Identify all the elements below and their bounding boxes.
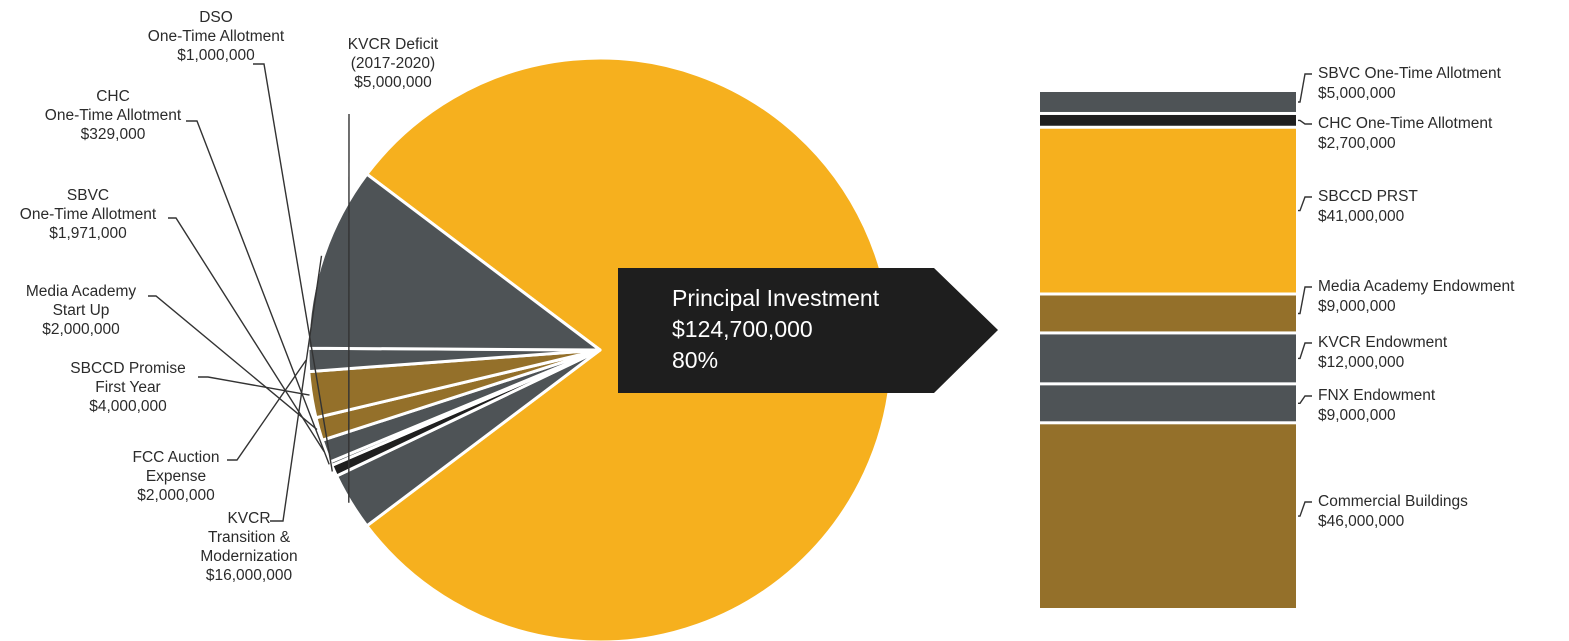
bar-label-line: $2,700,000: [1318, 135, 1396, 152]
bar-labels: SBVC One-Time Allotment $5,000,000 CHC One…: [1298, 65, 1515, 530]
bar-label-media-academy-endowment: Media Academy Endowment $9,000,000: [1298, 278, 1515, 315]
bar-leader-line: [1298, 196, 1312, 212]
bar-label-line: $41,000,000: [1318, 208, 1405, 225]
pie-chart: [306, 56, 894, 641]
pie-label-kvcr-deficit-2017-2020: KVCR Deficit (2017-2020) $5,000,000: [348, 36, 439, 503]
bar-leader-line: [1298, 286, 1312, 315]
pie-label-line: $4,000,000: [89, 398, 167, 415]
pie-label-line: KVCR Deficit: [348, 36, 439, 53]
pie-label-line: (2017-2020): [351, 55, 435, 72]
pie-leader-line: [198, 376, 310, 396]
pie-label-line: SBCCD Promise: [70, 360, 185, 377]
bar-label-fnx-endowment: FNX Endowment $9,000,000: [1298, 387, 1436, 424]
principal-investment-callout: Principal Investment $124,700,000 80%: [618, 268, 998, 393]
pie-label-line: Modernization: [200, 548, 297, 565]
pie-label-line: $1,971,000: [49, 225, 127, 242]
bar-segment-fnx-endowment: [1040, 385, 1296, 422]
bar-label-line: $9,000,000: [1318, 298, 1396, 315]
pie-label-line: First Year: [95, 379, 160, 396]
bar-segment-sbccd-prst: [1040, 128, 1296, 293]
pie-label-line: $329,000: [81, 126, 146, 143]
bar-label-line: $9,000,000: [1318, 407, 1396, 424]
pie-label-line: $5,000,000: [354, 74, 432, 91]
pie-label-fcc-auction-expense: FCC Auction Expense $2,000,000: [132, 359, 307, 504]
pie-label-line: DSO: [199, 9, 233, 26]
pie-label-sbvc-one-time-allotment: SBVC One-Time Allotment $1,971,000: [20, 187, 325, 453]
bar-label-line: FNX Endowment: [1318, 387, 1436, 404]
bar-label-sbvc-one-time-allotment: SBVC One-Time Allotment $5,000,000: [1298, 65, 1502, 103]
bar-leader-line: [1298, 395, 1312, 404]
pie-label-line: $16,000,000: [206, 567, 293, 584]
bar-label-line: SBVC One-Time Allotment: [1318, 65, 1502, 82]
pie-leader-line: [186, 120, 330, 465]
bar-leader-line: [1298, 119, 1312, 125]
pie-label-line: Start Up: [53, 302, 110, 319]
bar-leader-line: [1298, 73, 1312, 103]
pie-label-line: SBVC: [67, 187, 109, 204]
callout-line-3: 80%: [672, 347, 718, 373]
pie-label-line: One-Time Allotment: [148, 28, 285, 45]
bar-segment-chc-one-time-allotment: [1040, 114, 1296, 126]
pie-labels: KVCR Deficit (2017-2020) $5,000,000 DSO One-…: [20, 9, 439, 584]
bar-label-line: $5,000,000: [1318, 85, 1396, 102]
pie-leader-line: [227, 359, 307, 461]
bar-label-line: CHC One-Time Allotment: [1318, 115, 1493, 132]
bar-label-line: Commercial Buildings: [1318, 493, 1468, 510]
bar-label-line: SBCCD PRST: [1318, 188, 1418, 205]
pie-label-line: Expense: [146, 468, 206, 485]
bar-segment-media-academy-endowment: [1040, 295, 1296, 332]
pie-label-line: One-Time Allotment: [20, 206, 157, 223]
bar-label-line: $46,000,000: [1318, 513, 1405, 530]
pie-leader-line: [270, 255, 323, 522]
callout-line-2: $124,700,000: [672, 316, 813, 342]
pie-label-line: FCC Auction: [132, 449, 219, 466]
pie-label-dso-one-time-allotment: DSO One-Time Allotment $1,000,000: [148, 9, 333, 472]
pie-label-chc-one-time-allotment: CHC One-Time Allotment $329,000: [45, 88, 330, 465]
bar-label-line: $12,000,000: [1318, 354, 1405, 371]
pie-label-sbccd-promise-first-year: SBCCD Promise First Year $4,000,000: [70, 360, 310, 415]
pie-label-line: $2,000,000: [137, 487, 215, 504]
pie-label-line: $2,000,000: [42, 321, 120, 338]
bar-label-line: Media Academy Endowment: [1318, 278, 1515, 295]
pie-label-line: One-Time Allotment: [45, 107, 182, 124]
bar-leader-line: [1298, 501, 1312, 517]
bar-segment-commercial-buildings: [1040, 424, 1296, 608]
bar-label-commercial-buildings: Commercial Buildings $46,000,000: [1298, 493, 1468, 530]
pie-label-kvcr-transition-modernization: KVCR Transition & Modernization $16,000,000: [200, 255, 323, 584]
bar-label-sbccd-prst: SBCCD PRST $41,000,000: [1298, 188, 1418, 225]
pie-leader-line: [168, 217, 325, 453]
callout-line-1: Principal Investment: [672, 285, 880, 311]
callout-arrow-shape: [618, 268, 998, 393]
bar-label-line: KVCR Endowment: [1318, 334, 1448, 351]
pie-label-line: Media Academy: [26, 283, 137, 300]
stacked-bar-chart: [1040, 92, 1296, 608]
pie-label-media-academy-start-up: Media Academy Start Up $2,000,000: [26, 283, 318, 431]
pie-label-line: CHC: [96, 88, 130, 105]
bar-segment-sbvc-one-time-allotment: [1040, 92, 1296, 112]
pie-label-line: $1,000,000: [177, 47, 255, 64]
bar-leader-line: [1298, 342, 1312, 360]
bar-label-chc-one-time-allotment: CHC One-Time Allotment $2,700,000: [1298, 115, 1493, 152]
pie-slice-kvcr-transition-modernization: [306, 172, 602, 352]
bar-label-kvcr-endowment: KVCR Endowment $12,000,000: [1298, 334, 1448, 371]
bar-segment-kvcr-endowment: [1040, 334, 1296, 383]
pie-leader-line: [148, 295, 318, 431]
pie-label-line: Transition &: [208, 529, 291, 546]
pie-label-line: KVCR: [227, 510, 270, 527]
